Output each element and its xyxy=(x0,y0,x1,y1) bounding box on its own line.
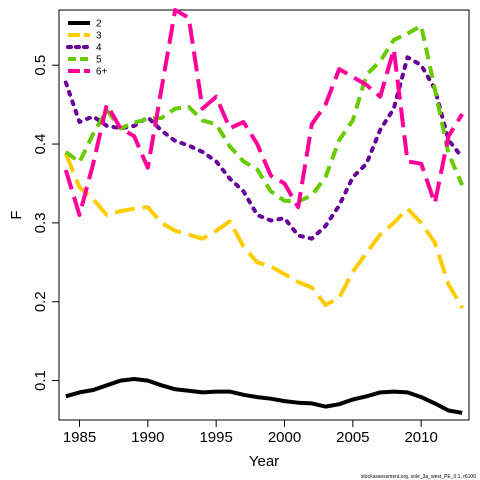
legend-label-3: 3 xyxy=(96,31,102,42)
series-line-6+ xyxy=(63,8,464,217)
series-layer xyxy=(63,8,465,415)
plot-frame xyxy=(58,9,470,421)
legend-label-2: 2 xyxy=(96,19,102,30)
x-tick-label: 2005 xyxy=(336,429,369,446)
legend-label-4: 4 xyxy=(96,43,102,54)
x-tick-label: 1990 xyxy=(131,429,164,446)
footnote: stockassessment.org, sole_3a_west_PE_0.1… xyxy=(361,474,476,480)
legend-label-6+: 6+ xyxy=(96,67,108,78)
series-line-5 xyxy=(64,23,465,204)
y-tick-label: 0.1 xyxy=(32,370,49,391)
y-tick-label: 0.4 xyxy=(32,134,49,155)
series-line-3 xyxy=(63,152,464,310)
y-axis-title: F xyxy=(8,210,25,219)
y-tick-label: 0.5 xyxy=(32,55,49,76)
x-tick-label: 2000 xyxy=(268,429,301,446)
y-tick-label: 0.2 xyxy=(32,291,49,312)
series-line-4 xyxy=(63,55,465,241)
legend-label-5: 5 xyxy=(96,55,102,66)
x-axis: 1985 1990 1995 2000 2005 2010 xyxy=(63,420,438,446)
series-line-2 xyxy=(65,377,463,415)
y-tick-label: 0.3 xyxy=(32,212,49,233)
x-tick-label: 2010 xyxy=(404,429,437,446)
x-tick-label: 1985 xyxy=(63,429,96,446)
x-axis-title: Year xyxy=(249,453,279,470)
x-tick-label: 1995 xyxy=(199,429,232,446)
y-axis: 0.1 0.2 0.3 0.4 0.5 xyxy=(32,55,59,391)
